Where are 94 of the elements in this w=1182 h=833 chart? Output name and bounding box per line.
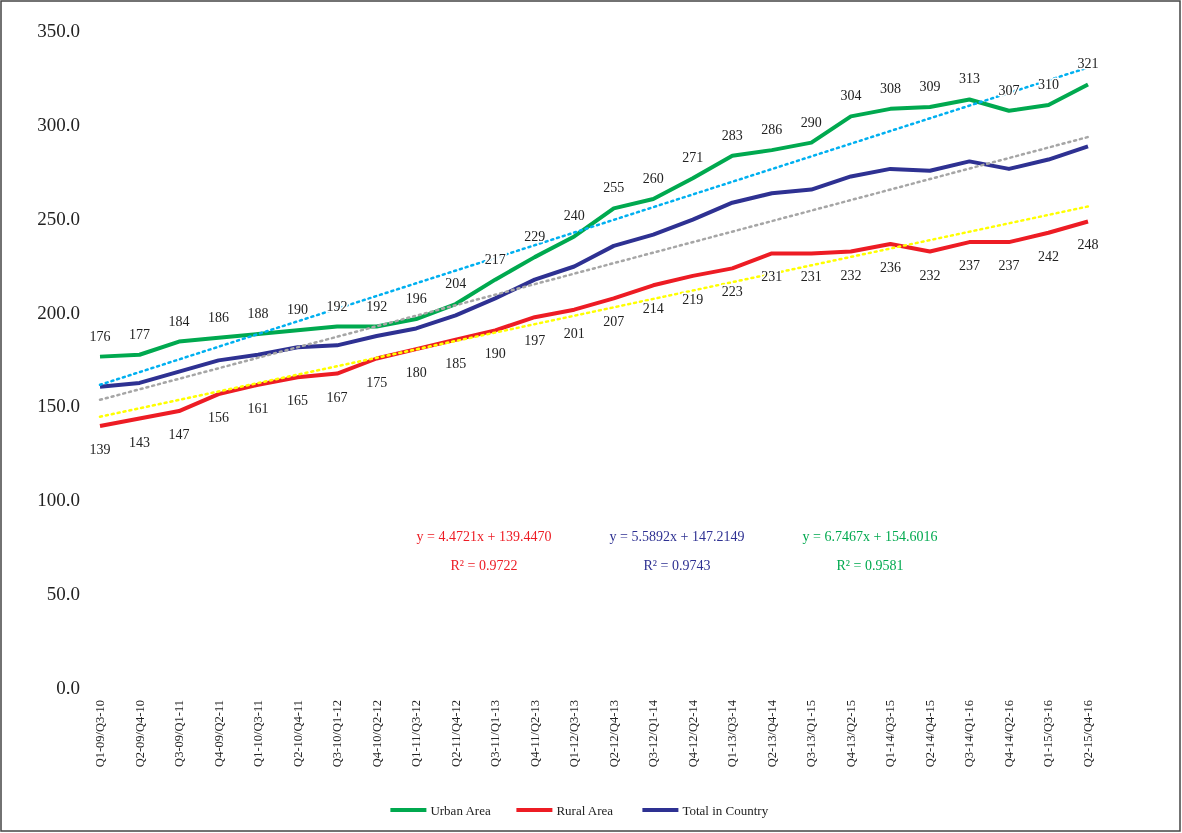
y-tick-label: 300.0: [37, 113, 80, 135]
x-tick-label: Q3-12/Q1-14: [646, 699, 661, 768]
y-tick-label: 350.0: [37, 20, 80, 41]
x-tick-label: Q1-15/Q3-16: [1041, 700, 1056, 768]
data-label: 310: [1037, 77, 1059, 93]
data-label: 260: [642, 170, 664, 186]
data-label: 290: [800, 114, 822, 130]
x-tick-label: Q2-15/Q4-16: [1081, 700, 1095, 768]
annotation: R² = 0.9722: [450, 558, 518, 573]
x-tick-label: Q1-12/Q3-13: [567, 700, 582, 768]
x-tick-label: Q1-13/Q3-14: [725, 699, 740, 768]
data-label: 143: [129, 434, 151, 450]
annotation: y = 6.7467x + 154.6016: [802, 529, 938, 544]
data-label: 283: [721, 127, 743, 143]
data-label: 190: [287, 302, 309, 318]
data-label: 139: [89, 442, 111, 458]
data-label: 240: [563, 208, 585, 224]
data-label: 192: [326, 298, 348, 314]
x-tick-label: Q2-09/Q4-10: [132, 700, 147, 768]
data-label: 237: [998, 258, 1020, 274]
data-label: 176: [89, 328, 111, 344]
x-tick-label: Q2-12/Q4-13: [606, 700, 621, 768]
data-label: 147: [168, 427, 190, 443]
x-tick-label: Q2-14/Q4-15: [922, 700, 937, 768]
data-label: 237: [958, 258, 980, 274]
x-tick-label: Q1-09/Q3-10: [93, 700, 107, 768]
data-label: 177: [129, 326, 151, 342]
x-tick-label: Q1-10/Q3-11: [251, 700, 266, 767]
data-label: 271: [682, 150, 704, 166]
x-tick-label: Q1-11/Q3-12: [409, 700, 424, 767]
data-label: 321: [1077, 56, 1099, 72]
data-label: 201: [563, 325, 585, 341]
data-label: 313: [958, 71, 980, 87]
x-tick-label: Q4-12/Q2-14: [685, 699, 700, 768]
data-label: 304: [840, 88, 862, 104]
data-label: 229: [524, 229, 546, 245]
x-tick-label: Q2-10/Q4-11: [290, 700, 305, 767]
data-label: 307: [998, 82, 1020, 98]
annotation: R² = 0.9743: [643, 558, 711, 573]
data-label: 165: [287, 393, 309, 409]
x-tick-label: Q2-13/Q4-14: [764, 699, 779, 768]
annotation: y = 4.4721x + 139.4470: [416, 529, 552, 544]
x-tick-label: Q4-14/Q2-16: [1001, 700, 1016, 768]
data-label: 248: [1077, 237, 1099, 253]
data-label: 207: [603, 314, 625, 330]
data-label: 192: [366, 298, 388, 314]
y-tick-label: 0.0: [56, 677, 80, 698]
x-tick-label: Q4-11/Q2-13: [527, 700, 542, 767]
data-label: 197: [524, 333, 546, 349]
data-label: 309: [919, 78, 941, 94]
data-label: 236: [879, 259, 901, 275]
data-label: 196: [405, 291, 427, 307]
data-label: 231: [761, 269, 783, 285]
data-label: 186: [208, 309, 230, 325]
x-tick-label: Q4-10/Q2-12: [369, 700, 384, 768]
data-label: 232: [919, 267, 941, 283]
data-label: 190: [484, 346, 506, 362]
data-label: 255: [603, 180, 625, 196]
x-tick-label: Q3-14/Q1-16: [962, 700, 977, 768]
data-label: 156: [208, 410, 230, 426]
data-label: 219: [682, 291, 704, 307]
data-label: 188: [247, 306, 269, 322]
y-tick-label: 150.0: [37, 395, 80, 417]
data-label: 231: [800, 269, 822, 285]
legend-label: Urban Area: [430, 802, 491, 818]
y-tick-label: 200.0: [37, 301, 80, 323]
x-tick-label: Q3-11/Q1-13: [488, 700, 503, 767]
x-tick-label: Q3-10/Q1-12: [330, 700, 345, 768]
data-label: 232: [840, 267, 862, 283]
data-label: 223: [721, 284, 743, 300]
data-label: 242: [1037, 248, 1059, 264]
annotation: y = 5.5892x + 147.2149: [609, 529, 745, 544]
legend-label: Rural Area: [556, 802, 614, 818]
y-tick-label: 100.0: [37, 489, 80, 511]
x-tick-label: Q4-13/Q2-15: [843, 700, 858, 768]
annotation: R² = 0.9581: [836, 558, 904, 573]
x-tick-label: Q4-09/Q2-11: [211, 700, 226, 767]
data-label: 204: [445, 276, 467, 292]
x-tick-label: Q3-09/Q1-11: [172, 700, 187, 767]
data-label: 161: [247, 400, 269, 416]
data-label: 180: [405, 365, 427, 381]
data-label: 308: [879, 80, 901, 96]
x-tick-label: Q1-14/Q3-15: [883, 700, 898, 768]
data-label: 185: [445, 355, 467, 371]
y-tick-label: 250.0: [37, 207, 80, 229]
data-label: 214: [642, 301, 664, 317]
data-label: 167: [326, 389, 348, 405]
data-label: 184: [168, 313, 190, 329]
x-tick-label: Q2-11/Q4-12: [448, 700, 463, 767]
x-tick-label: Q3-13/Q1-15: [804, 700, 819, 768]
data-label: 175: [366, 374, 388, 390]
y-tick-label: 50.0: [46, 583, 80, 605]
legend-label: Total in Country: [682, 802, 769, 818]
data-label: 286: [761, 122, 783, 138]
